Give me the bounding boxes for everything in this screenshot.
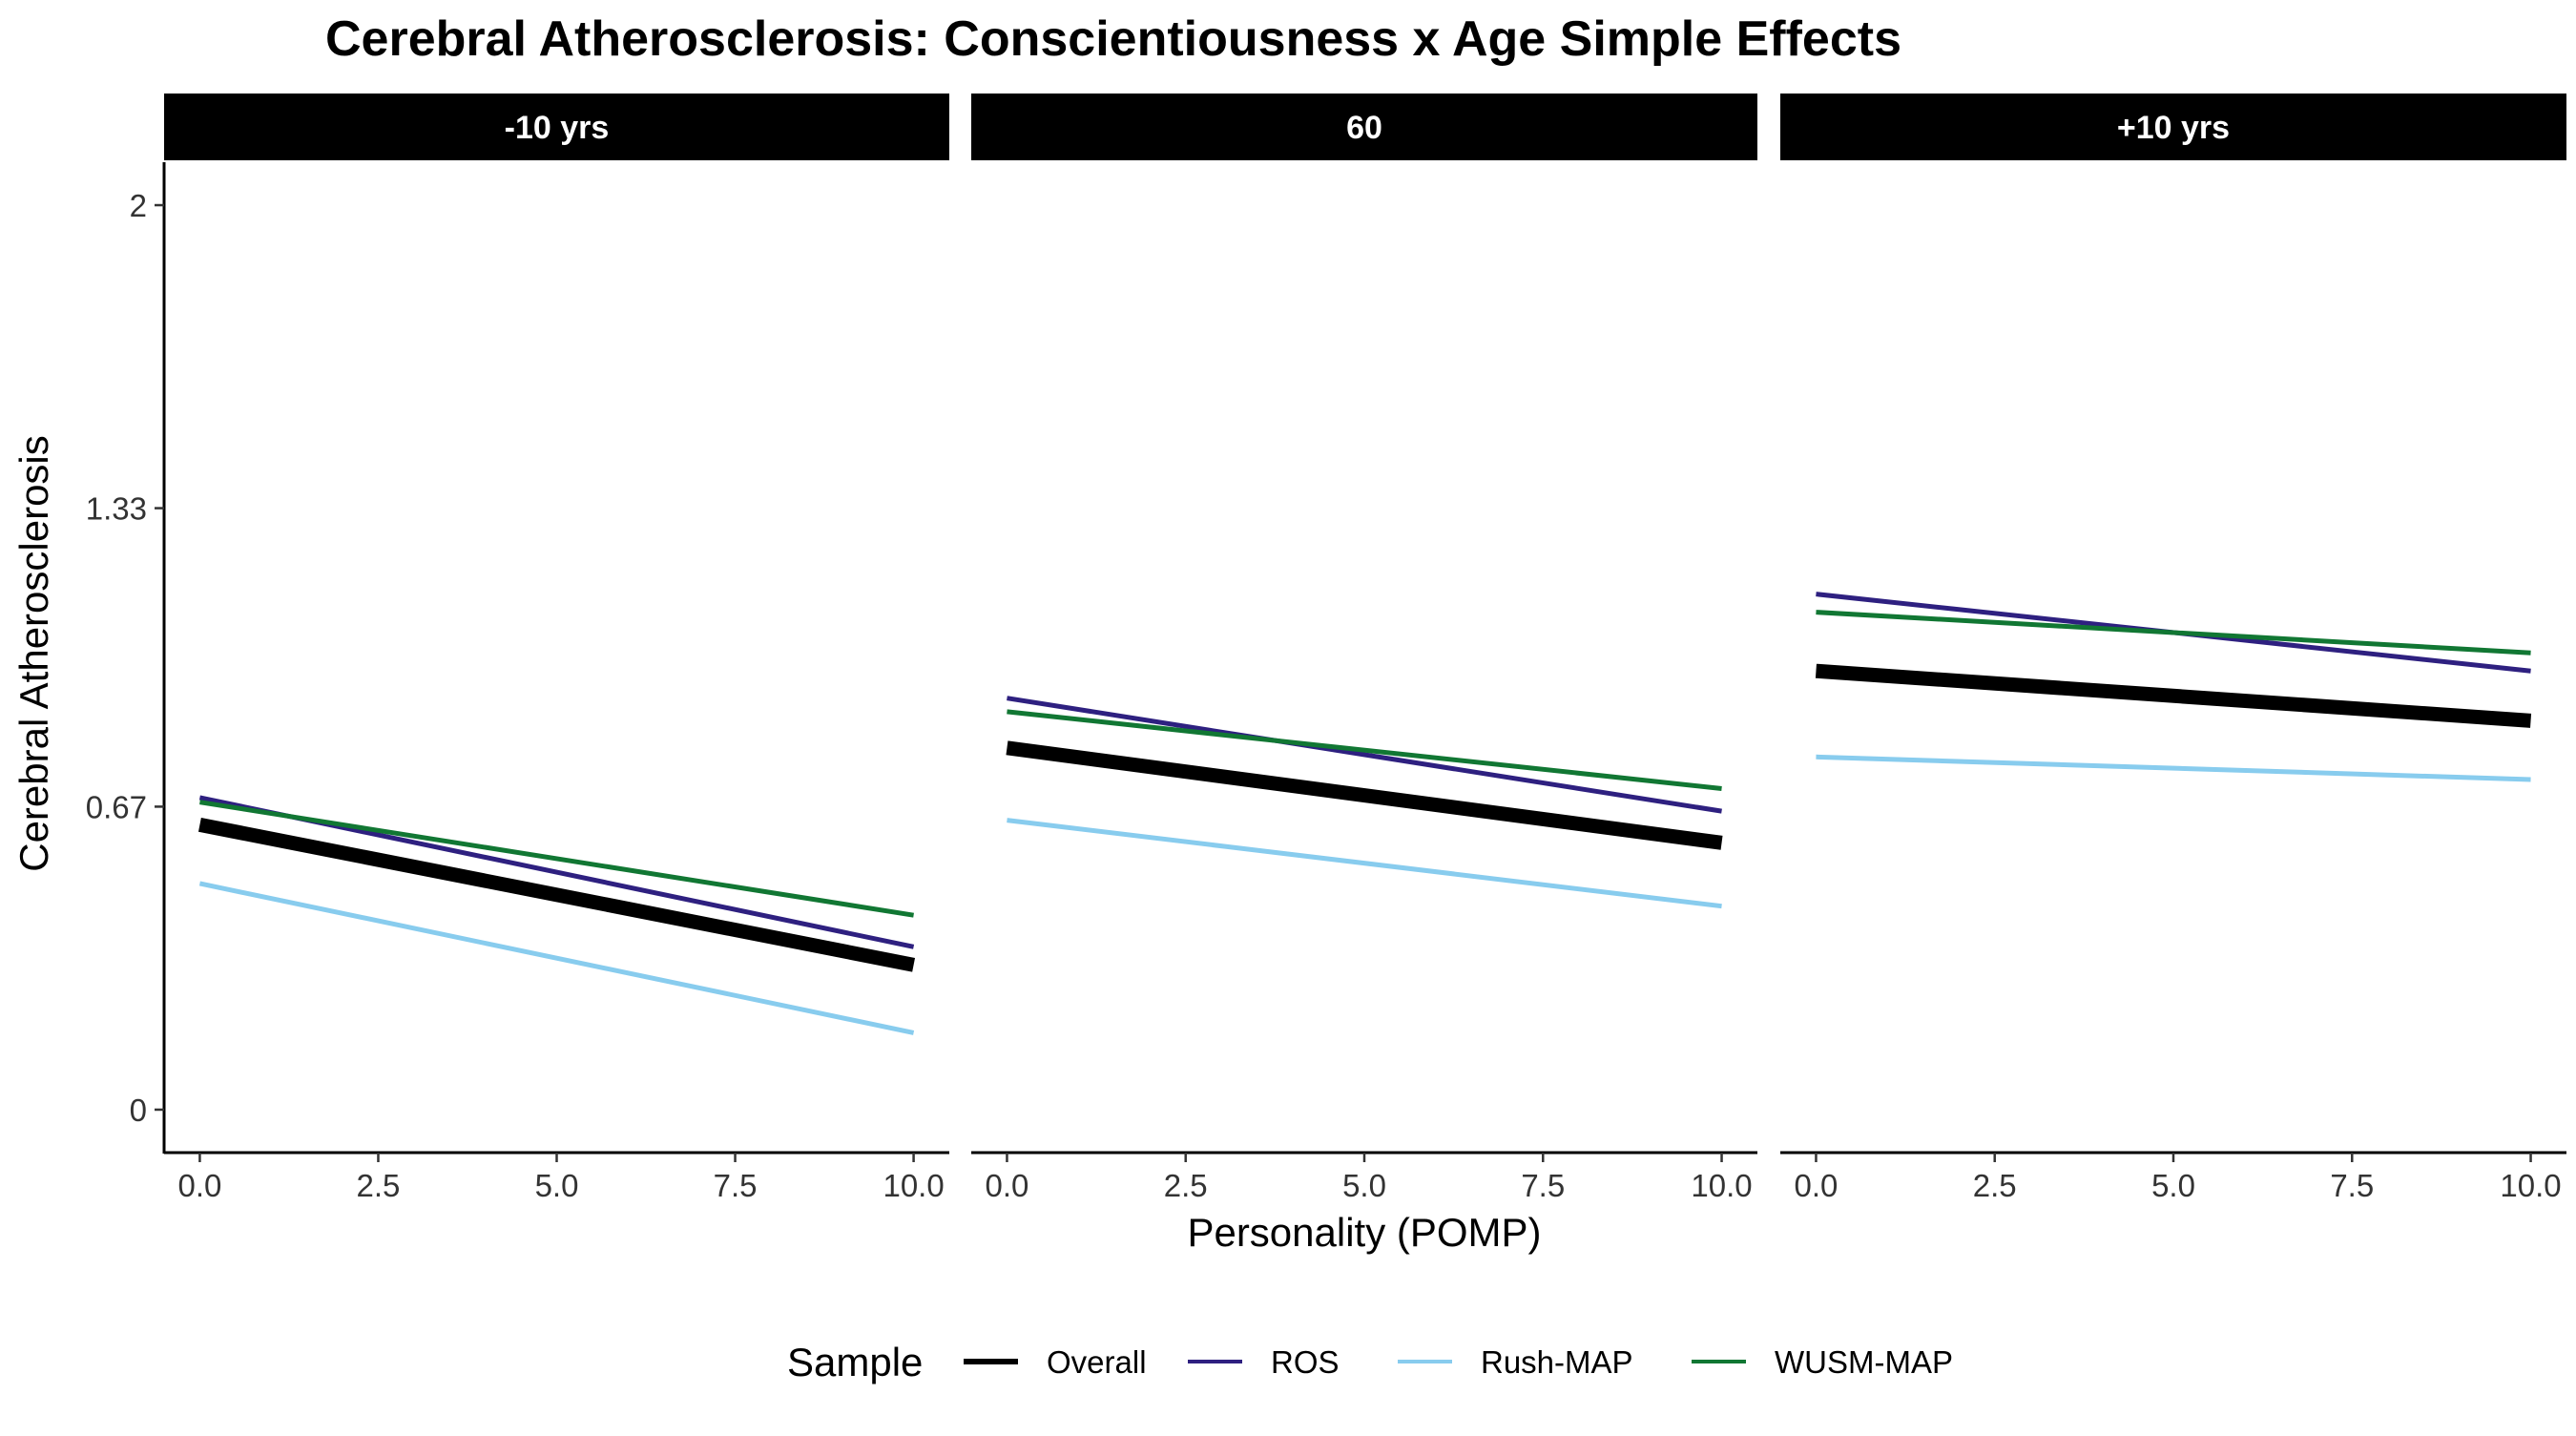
- facet-strip: [1780, 94, 2566, 160]
- series-line-overall: [197, 818, 916, 972]
- series-line-overall: [1815, 663, 2532, 728]
- x-tick-label: 10.0: [1691, 1168, 1752, 1203]
- x-tick-label: 7.5: [2330, 1168, 2374, 1203]
- series-line-wusm-map: [1007, 709, 1722, 791]
- x-tick-label: 5.0: [535, 1168, 579, 1203]
- facet-strip-label: 60: [1346, 110, 1382, 146]
- x-tick-label: 0.0: [177, 1168, 221, 1203]
- y-tick-label: 0.67: [86, 789, 147, 824]
- x-tick-label: 2.5: [1164, 1168, 1208, 1203]
- series-line-rush-map: [198, 881, 915, 1035]
- legend-label: Overall: [1047, 1344, 1147, 1380]
- legend: Sample Overall ROS Rush-MAP WUSM-MAP: [787, 1340, 1953, 1384]
- legend-label: WUSM-MAP: [1775, 1344, 1953, 1380]
- legend-title: Sample: [787, 1340, 923, 1384]
- series-line-wusm-map: [199, 800, 914, 918]
- facet-strip-label: -10 yrs: [505, 110, 610, 146]
- panels-layer: -10 yrs 0.0 2.5 5.0 7.5 10.0 0 0.67 1.33 2 60 0.0 2.…: [86, 94, 2566, 1203]
- facet-panel: -10 yrs 0.0 2.5 5.0 7.5 10.0 0 0.67 1.33 2: [86, 94, 949, 1203]
- x-axis-label: Personality (POMP): [1187, 1210, 1541, 1255]
- x-tick-label: 2.5: [357, 1168, 401, 1203]
- facet-strip-label: +10 yrs: [2117, 110, 2230, 146]
- facet-panel: +10 yrs 0.0 2.5 5.0 7.5 10.0: [1780, 94, 2566, 1203]
- facet-panel: 60 0.0 2.5 5.0 7.5 10.0: [971, 94, 1757, 1203]
- series-line-rush-map: [1816, 754, 2531, 782]
- chart-title: Cerebral Atherosclerosis: Conscientiousn…: [325, 11, 1901, 67]
- y-tick-label: 1.33: [86, 491, 147, 527]
- legend-label: Rush-MAP: [1481, 1344, 1633, 1380]
- series-line-rush-map: [1007, 818, 1722, 909]
- series-line-ros: [1007, 696, 1722, 814]
- series-line-overall: [1006, 740, 1723, 850]
- facet-strip: [971, 94, 1757, 160]
- x-tick-label: 10.0: [2500, 1168, 2561, 1203]
- x-tick-label: 2.5: [1973, 1168, 2017, 1203]
- x-tick-label: 0.0: [986, 1168, 1029, 1203]
- y-tick-label: 0: [130, 1093, 147, 1128]
- x-tick-label: 7.5: [714, 1168, 758, 1203]
- x-tick-label: 7.5: [1521, 1168, 1565, 1203]
- series-line-wusm-map: [1816, 610, 2531, 656]
- x-tick-label: 5.0: [2151, 1168, 2195, 1203]
- y-axis-label: Cerebral Atherosclerosis: [11, 435, 56, 872]
- x-tick-label: 0.0: [1795, 1168, 1839, 1203]
- facet-strip: [164, 94, 949, 160]
- y-tick-label: 2: [130, 188, 147, 223]
- legend-label: ROS: [1271, 1344, 1340, 1380]
- x-tick-label: 5.0: [1342, 1168, 1386, 1203]
- x-tick-label: 10.0: [883, 1168, 944, 1203]
